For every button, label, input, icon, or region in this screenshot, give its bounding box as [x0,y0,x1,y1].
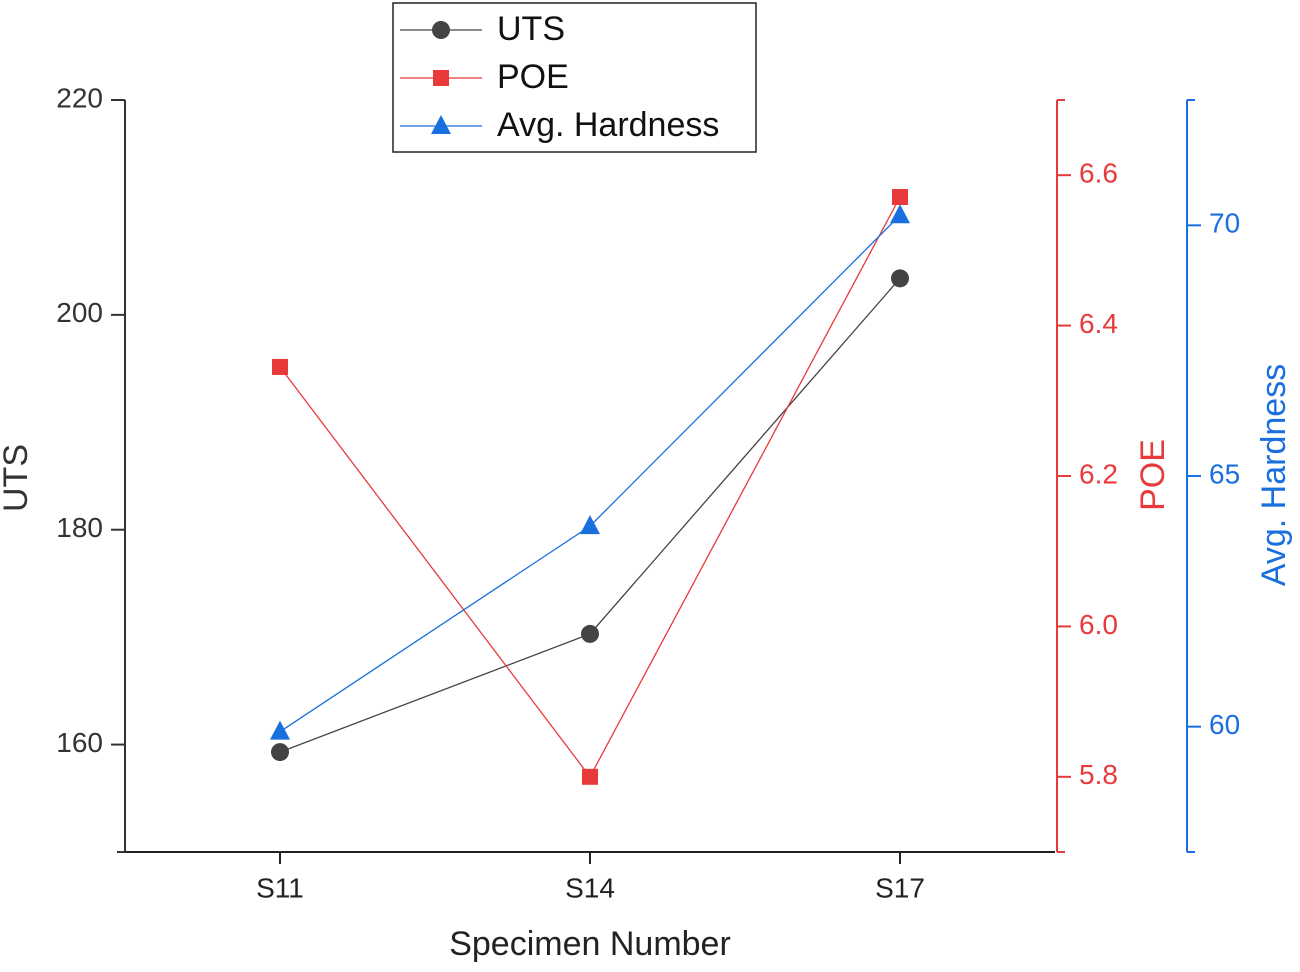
y2-tick-label: 5.8 [1079,759,1118,790]
y2-tick-label: 6.4 [1079,308,1118,339]
x-tick-label: S17 [875,872,925,903]
legend-label: POE [497,58,569,96]
y-tick-label: 160 [56,727,103,758]
data-point [581,624,599,643]
data-point [580,515,600,535]
data-point [272,358,288,375]
y2-tick-label: 6.6 [1079,158,1118,189]
data-point [892,189,908,206]
x-tick-label: S14 [565,872,615,903]
y-tick-label: 200 [56,297,103,328]
data-point [582,768,598,785]
x-tick-label: S11 [256,872,304,903]
y3-tick-label: 65 [1209,458,1240,489]
y2-tick-label: 6.0 [1079,609,1118,640]
series-line [279,214,901,733]
legend-label: Avg. Hardness [497,106,719,144]
y3-tick-label: 70 [1209,208,1240,239]
y2-axis-title: POE [1134,439,1172,511]
data-point [271,743,289,762]
y3-axis-title: Avg. Hardness [1255,364,1293,586]
data-point [890,204,910,224]
x-axis-title: Specimen Number [449,925,731,963]
legend-label: UTS [497,10,565,48]
legend-marker [432,21,450,39]
legend-marker [431,115,451,134]
series-line [279,196,901,779]
data-point [891,269,909,288]
y3-tick-label: 60 [1209,709,1240,740]
y-tick-label: 220 [56,82,103,113]
data-point [270,720,290,740]
legend-marker [433,70,449,86]
y-axis-title: UTS [0,444,35,512]
y-tick-label: 180 [56,512,103,543]
y2-tick-label: 6.2 [1079,458,1118,489]
